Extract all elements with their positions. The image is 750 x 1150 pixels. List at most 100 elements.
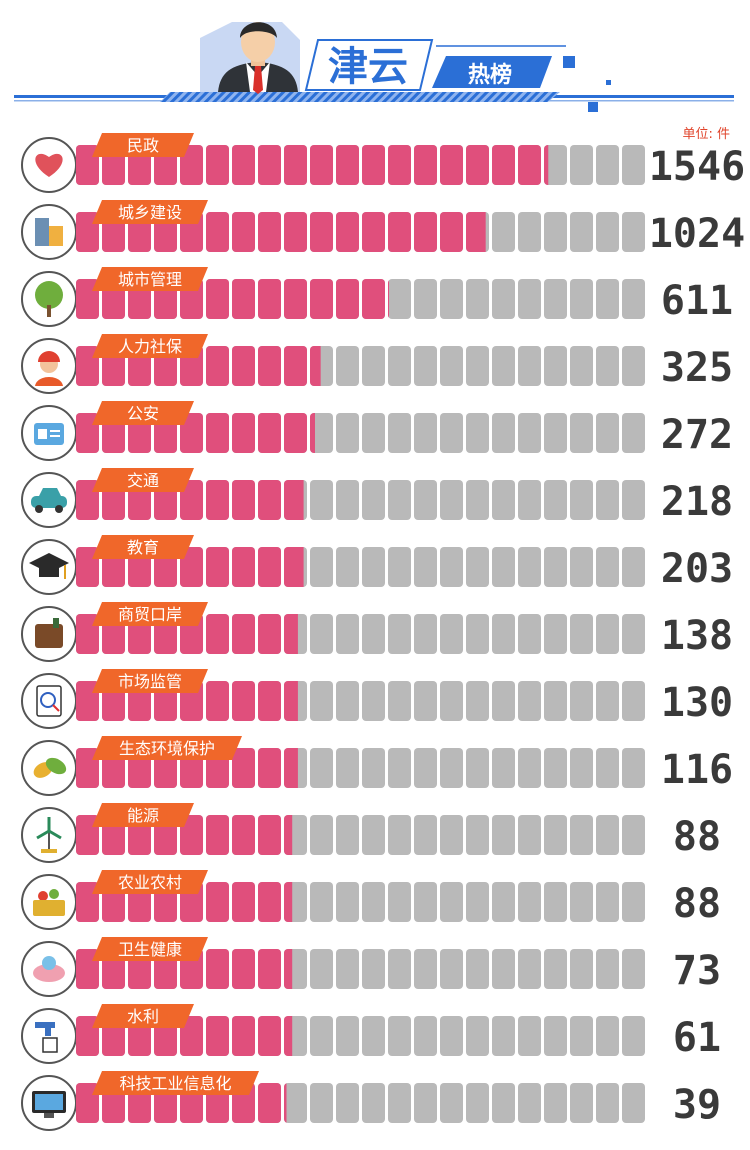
bar-segment-empty <box>440 279 463 319</box>
category-banner <box>92 133 194 157</box>
bar-segment-empty <box>414 614 437 654</box>
category-banner <box>92 669 208 693</box>
bar-segment-empty <box>466 1083 489 1123</box>
vegetable-basket-icon <box>21 874 77 930</box>
bar-row: 生态环境保护 116 <box>21 736 733 796</box>
bar-segment-empty <box>336 346 359 386</box>
bar-segment-empty <box>570 212 593 252</box>
bar-segment-empty <box>414 547 437 587</box>
bar-segment-empty <box>596 748 619 788</box>
bar-segment-empty <box>466 279 489 319</box>
bar-row: 科技工业信息化 39 <box>21 1071 721 1131</box>
bar-segment-empty <box>622 748 645 788</box>
bar-segment-empty <box>570 346 593 386</box>
bar-segment-empty <box>310 614 333 654</box>
bar <box>76 145 549 185</box>
bar-segment-empty <box>388 815 411 855</box>
bar-segment-empty <box>518 547 541 587</box>
bar-segment-empty <box>596 480 619 520</box>
heart-hands-icon <box>21 137 77 193</box>
bar-segment-empty <box>570 681 593 721</box>
category-banner <box>92 803 194 827</box>
bar-segment-empty <box>544 815 567 855</box>
subtitle-tag <box>432 56 552 88</box>
bar-segment-empty <box>622 815 645 855</box>
bar-segment-empty <box>466 413 489 453</box>
bar-segment-empty <box>388 279 411 319</box>
bar-segment-empty <box>622 346 645 386</box>
bar-segment-empty <box>518 1083 541 1123</box>
bar-segment-empty <box>388 413 411 453</box>
bar-segment-empty <box>622 681 645 721</box>
bar-segment-empty <box>440 1083 463 1123</box>
bar-segment-empty <box>518 212 541 252</box>
bar-segment-empty <box>596 145 619 185</box>
bar-segment-empty <box>440 748 463 788</box>
bar-segment-empty <box>570 547 593 587</box>
bar-segment-empty <box>362 614 385 654</box>
car-icon <box>21 472 77 528</box>
id-card-icon <box>21 405 77 461</box>
bar-segment-empty <box>336 815 359 855</box>
inspection-clipboard-icon <box>21 673 77 729</box>
bar-segment-empty <box>310 1016 333 1056</box>
bar-segment-empty <box>570 815 593 855</box>
bar-segment-empty <box>440 681 463 721</box>
bar-segment-empty <box>362 748 385 788</box>
bar-segment-empty <box>336 882 359 922</box>
bar-segment-empty <box>596 413 619 453</box>
category-banner <box>92 535 194 559</box>
bar-row: 民政 1546 <box>21 133 745 193</box>
bar-segment-empty <box>544 614 567 654</box>
bar-segment-empty <box>596 882 619 922</box>
bar-row: 水利 61 <box>21 1004 721 1064</box>
bar-segment-empty <box>492 1016 515 1056</box>
bar-segment-empty <box>492 346 515 386</box>
bar-segment-empty <box>310 681 333 721</box>
bar-segment-empty <box>336 681 359 721</box>
bar-segment-empty <box>622 949 645 989</box>
bar-row: 商贸口岸 138 <box>21 602 733 662</box>
bar-segment-empty <box>310 748 333 788</box>
bar-segment-empty <box>596 1016 619 1056</box>
bar-segment-empty <box>440 882 463 922</box>
bar-row: 交通 218 <box>21 468 733 528</box>
category-label: 科技工业信息化 <box>119 1074 231 1093</box>
bar-segment-empty <box>466 547 489 587</box>
bar-segment-empty <box>388 949 411 989</box>
bar-segment-empty <box>518 949 541 989</box>
bar-segment-empty <box>336 1016 359 1056</box>
bar-row: 城乡建设 1024 <box>21 200 745 260</box>
bar-segment-empty <box>596 212 619 252</box>
bar-segment-empty <box>518 815 541 855</box>
bar-segment-empty <box>336 949 359 989</box>
bar-segment-empty <box>310 949 333 989</box>
bar-segment-empty <box>492 949 515 989</box>
category-label: 能源 <box>127 806 159 825</box>
bar-segment-empty <box>492 681 515 721</box>
bar-segment-empty <box>440 413 463 453</box>
bar-segment-empty <box>440 480 463 520</box>
bar-segment-empty <box>388 614 411 654</box>
bar-segment-empty <box>466 949 489 989</box>
bar-segment-empty <box>518 413 541 453</box>
bar-segment-empty <box>388 1016 411 1056</box>
bar-segment-empty <box>492 815 515 855</box>
bar-segment-empty <box>440 547 463 587</box>
bar-segment-empty <box>544 346 567 386</box>
bar-segment-empty <box>440 346 463 386</box>
bar-segment-empty <box>544 681 567 721</box>
bar <box>76 1016 293 1056</box>
avatar-icon <box>218 22 298 94</box>
bar-segment-empty <box>440 949 463 989</box>
bar-segment-empty <box>388 681 411 721</box>
category-banner <box>92 602 208 626</box>
wind-turbine-icon <box>21 807 77 863</box>
category-label: 民政 <box>127 136 159 155</box>
bar-segment-empty <box>596 1083 619 1123</box>
bar-segment-empty <box>284 1083 307 1123</box>
bar-segment-empty <box>544 279 567 319</box>
category-label: 卫生健康 <box>118 940 182 959</box>
bar-segment-empty <box>362 1016 385 1056</box>
bar-segment-empty <box>596 949 619 989</box>
